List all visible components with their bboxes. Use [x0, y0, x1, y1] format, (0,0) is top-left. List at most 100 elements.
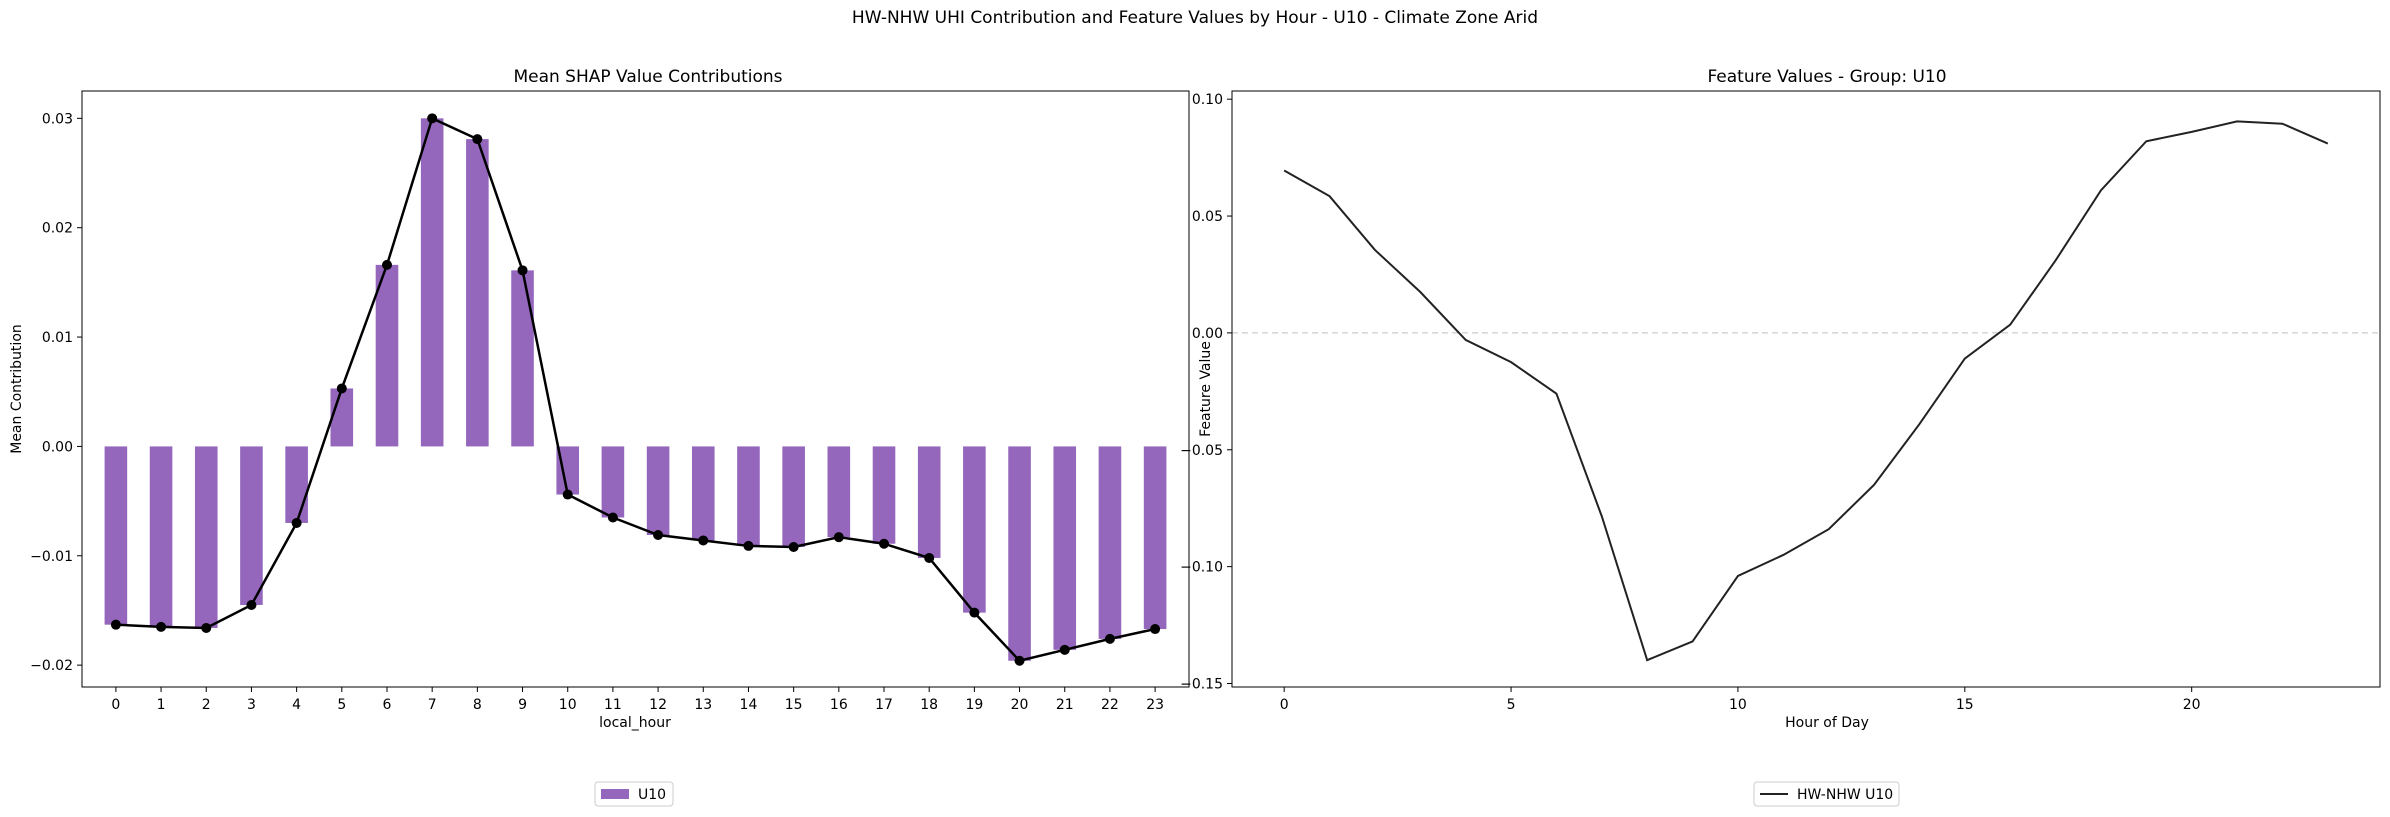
line-point-1 — [156, 621, 167, 632]
bar-3 — [240, 446, 263, 605]
left-chart-title: Mean SHAP Value Contributions — [513, 67, 782, 87]
bar-22 — [1098, 446, 1122, 639]
x-tick-label: 0 — [111, 697, 120, 713]
line-point-11 — [607, 512, 618, 523]
left-x-axis-label: local_hour — [599, 715, 671, 731]
bar-12 — [646, 446, 670, 535]
legend-label-u10: U10 — [638, 787, 666, 803]
x-tick-label: 10 — [1729, 697, 1747, 713]
bar-17 — [872, 446, 896, 544]
shap-contribution-chart: Mean SHAP Value Contributions −0.02 −0.01… — [9, 67, 1190, 807]
x-tick-label: 22 — [1101, 697, 1119, 713]
overlay-line-series — [110, 113, 1161, 666]
line-point-21 — [1059, 644, 1070, 655]
bar-15 — [782, 446, 805, 548]
y-tick-label: −0.15 — [1180, 676, 1223, 692]
bar-5 — [330, 388, 354, 447]
line-point-23 — [1150, 624, 1161, 635]
x-tick-label: 20 — [2183, 697, 2201, 713]
y-axis-ticks: −0.15 −0.10 −0.05 0.00 0.05 0.10 — [1180, 92, 1232, 692]
left-y-axis-label: Mean Contribution — [9, 324, 25, 454]
x-tick-label: 11 — [604, 697, 622, 713]
x-axis-ticks: 0 5 10 15 20 — [1280, 687, 2201, 713]
bar-7 — [420, 118, 444, 447]
legend-swatch-u10 — [601, 789, 629, 799]
y-tick-label: −0.01 — [30, 549, 73, 565]
right-y-axis-label: Feature Value — [1198, 341, 1214, 437]
x-tick-label: 10 — [559, 697, 577, 713]
bar-18 — [917, 446, 941, 558]
bar-13 — [691, 446, 715, 541]
x-tick-label: 17 — [875, 697, 893, 713]
right-plot-frame — [1231, 90, 2381, 688]
bar-16 — [827, 446, 851, 538]
bar-series — [104, 118, 1167, 661]
x-tick-label: 21 — [1056, 697, 1074, 713]
bar-0 — [104, 446, 128, 625]
line-point-9 — [517, 265, 528, 276]
line-point-8 — [472, 134, 483, 145]
bar-8 — [466, 139, 489, 447]
right-x-axis-label: Hour of Day — [1785, 715, 1869, 731]
x-tick-label: 5 — [337, 697, 346, 713]
figure-title: HW-NHW UHI Contribution and Feature Valu… — [852, 8, 1538, 28]
line-point-22 — [1104, 633, 1115, 644]
x-tick-label: 12 — [649, 697, 667, 713]
x-tick-label: 5 — [1507, 697, 1516, 713]
line-point-15 — [788, 542, 799, 553]
y-tick-label: −0.02 — [30, 658, 73, 674]
x-tick-label: 0 — [1280, 697, 1289, 713]
bar-21 — [1053, 446, 1077, 650]
bar-23 — [1143, 446, 1167, 630]
y-tick-label: −0.10 — [1180, 560, 1223, 576]
line-point-2 — [201, 622, 212, 633]
y-tick-label: 0.10 — [1192, 92, 1223, 108]
bar-9 — [511, 270, 534, 447]
legend-frame — [1753, 781, 1900, 807]
y-tick-label: 0.05 — [1192, 209, 1223, 225]
bar-2 — [194, 446, 218, 628]
line-point-19 — [969, 607, 980, 618]
x-tick-label: 1 — [157, 697, 166, 713]
line-point-0 — [110, 619, 121, 630]
x-tick-label: 13 — [694, 697, 712, 713]
right-legend: HW-NHW U10 — [1753, 781, 1900, 807]
legend-frame — [594, 781, 674, 807]
bar-4 — [285, 446, 308, 523]
line-point-12 — [653, 529, 664, 540]
feature-line-series — [1283, 120, 2329, 662]
x-tick-label: 8 — [473, 697, 482, 713]
bar-11 — [601, 446, 625, 518]
feature-value-chart: Feature Values - Group: U10 −0.15−0.10−0… — [1180, 67, 2381, 807]
mean-contribution-line — [115, 116, 1156, 663]
y-tick-label: 0.03 — [42, 111, 73, 127]
x-tick-label: 18 — [920, 697, 938, 713]
line-point-14 — [743, 540, 754, 551]
right-chart-title: Feature Values - Group: U10 — [1707, 67, 1946, 87]
bar-10 — [556, 446, 580, 495]
bar-6 — [375, 264, 399, 447]
x-tick-label: 23 — [1146, 697, 1164, 713]
line-point-5 — [336, 383, 347, 394]
line-point-3 — [246, 599, 257, 610]
x-tick-label: 14 — [740, 697, 758, 713]
x-tick-label: 16 — [830, 697, 848, 713]
line-point-7 — [427, 113, 438, 124]
bar-14 — [737, 446, 760, 546]
line-point-16 — [833, 532, 844, 543]
line-point-10 — [562, 489, 573, 500]
left-legend: U10 — [594, 781, 674, 807]
y-tick-label: 0.01 — [42, 330, 73, 346]
hw-nhw-u10-line — [1283, 120, 2329, 662]
line-point-4 — [291, 517, 302, 528]
x-tick-label: 19 — [965, 697, 983, 713]
y-tick-label: 0.02 — [42, 221, 73, 237]
x-tick-label: 9 — [518, 697, 527, 713]
line-point-20 — [1014, 655, 1025, 666]
y-tick-label: 0.00 — [42, 439, 73, 455]
x-tick-label: 20 — [1011, 697, 1029, 713]
line-point-18 — [924, 552, 935, 563]
x-tick-label: 3 — [247, 697, 256, 713]
x-tick-label: 6 — [383, 697, 392, 713]
